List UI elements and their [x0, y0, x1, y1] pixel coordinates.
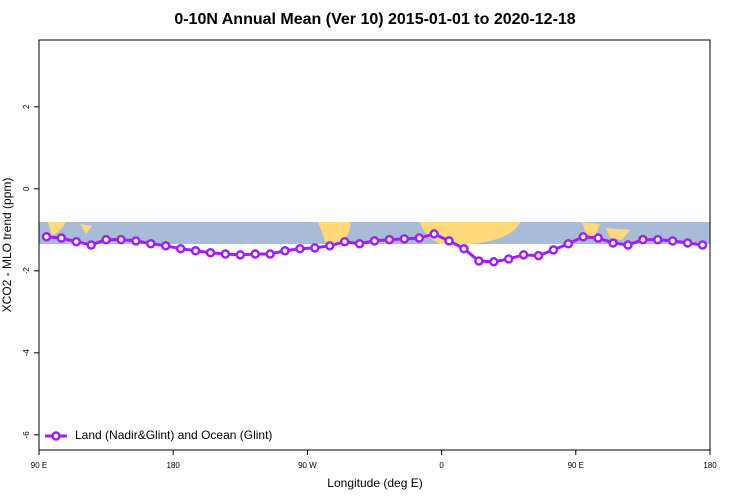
y-tick-label: -4 [22, 349, 31, 357]
y-tick-label: 2 [22, 104, 31, 109]
series-point [414, 233, 424, 243]
x-tick-label: 0 [439, 461, 444, 470]
series-point [638, 234, 648, 245]
series-point [190, 245, 201, 256]
series-point [503, 254, 514, 264]
series-point [489, 257, 499, 267]
series-point [220, 249, 231, 259]
series-point [399, 234, 410, 244]
plot-frame [38, 39, 711, 451]
series-point [235, 250, 246, 260]
x-tick-label: 180 [703, 461, 717, 470]
series-point [459, 243, 469, 254]
series-point [131, 236, 141, 246]
series-point [175, 243, 186, 254]
y-tick-label: -2 [22, 267, 31, 275]
series-point [205, 248, 216, 258]
x-axis-label: Longitude (deg E) [327, 476, 422, 490]
series-point [578, 232, 589, 242]
series-point [444, 236, 454, 246]
series-point [56, 233, 67, 243]
x-tick-label: 180 [167, 461, 181, 470]
y-tick-label: 0 [22, 186, 31, 191]
series-point [265, 249, 275, 259]
y-axis-label: XCO2 - MLO trend (ppm) [0, 178, 14, 313]
x-tick-label: 90 W [298, 461, 317, 470]
series-point [593, 233, 603, 243]
series-point [623, 240, 633, 250]
series-point [548, 245, 559, 255]
series-point [697, 240, 708, 250]
series-point [429, 229, 439, 239]
map-band [39, 222, 710, 244]
series-point [310, 243, 320, 253]
series-point [518, 250, 529, 260]
series-point [325, 241, 335, 251]
series-point [533, 250, 544, 261]
series-point [563, 239, 574, 249]
chart-title: 0-10N Annual Mean (Ver 10) 2015-01-01 to… [174, 11, 575, 28]
series-point [295, 243, 305, 254]
legend-marker [51, 431, 61, 441]
series-point [146, 239, 156, 249]
series-point [667, 236, 678, 246]
series-point [86, 240, 96, 250]
series-point [354, 239, 365, 249]
series-point [608, 238, 618, 248]
series-point [280, 245, 290, 256]
series-point [653, 234, 663, 245]
series-point [384, 234, 395, 245]
series-point [682, 238, 693, 248]
x-tick-label: 90 E [568, 461, 584, 470]
series-point [41, 232, 52, 242]
series-point [116, 234, 126, 245]
series-point [101, 234, 111, 245]
x-tick-label: 90 E [31, 461, 47, 470]
series-point [160, 241, 171, 251]
legend-label: Land (Nadir&Glint) and Ocean (Glint) [75, 428, 272, 442]
series-point [339, 236, 350, 247]
series-point [250, 249, 260, 259]
series-point [474, 256, 484, 266]
series-point [369, 236, 380, 246]
y-tick-label: -6 [22, 431, 31, 439]
series-point [71, 236, 82, 247]
